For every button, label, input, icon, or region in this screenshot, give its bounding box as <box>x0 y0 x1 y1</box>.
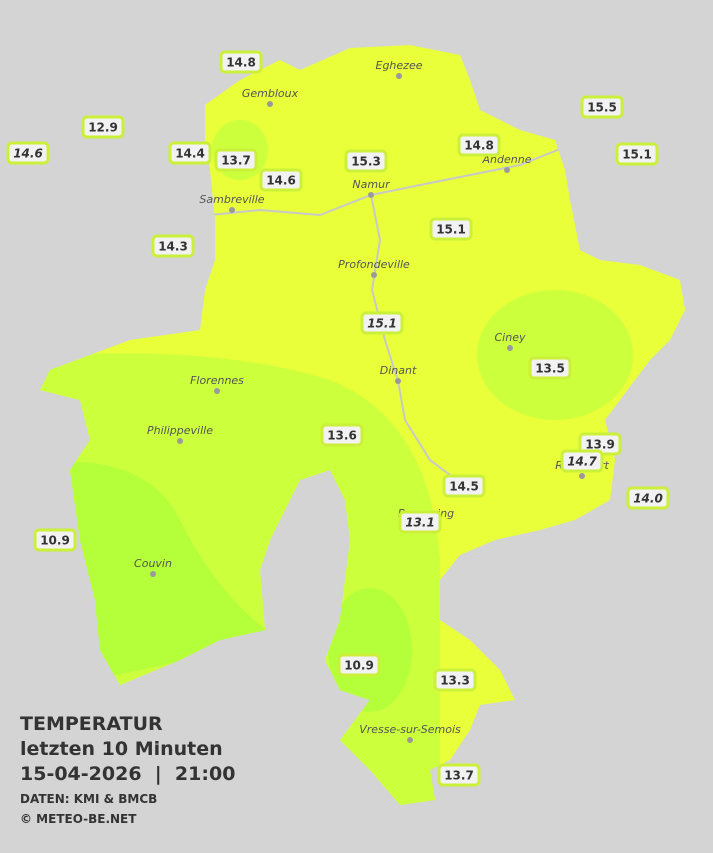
station-value: 15.1 <box>622 148 652 162</box>
station-value: 10.9 <box>344 659 374 673</box>
station-value: 14.8 <box>464 139 494 153</box>
city-dot <box>371 272 377 278</box>
station-value: 13.3 <box>440 674 470 688</box>
city-label: Couvin <box>134 557 172 570</box>
city-dot <box>407 737 413 743</box>
station-box <box>219 50 263 74</box>
subtitle: letzten 10 Minuten <box>20 738 223 760</box>
station-box <box>580 95 624 119</box>
city-dot <box>267 101 273 107</box>
station-value: 15.1 <box>436 223 466 237</box>
city-label: Gembloux <box>242 87 299 100</box>
station-box <box>259 168 303 192</box>
station-box <box>433 668 477 692</box>
station-box <box>33 528 77 552</box>
station-box <box>168 141 212 165</box>
city-dot <box>177 438 183 444</box>
station-value: 13.9 <box>585 438 615 452</box>
city-label: Vresse-sur-Semois <box>359 723 461 736</box>
station-value: 15.1 <box>367 317 397 331</box>
city-dot <box>150 571 156 577</box>
station-box <box>615 142 659 166</box>
station-value: 13.1 <box>405 516 435 530</box>
station-value: 14.7 <box>567 455 597 469</box>
city-label: Profondeville <box>338 258 410 271</box>
city-dot <box>395 378 401 384</box>
station-box <box>320 423 364 447</box>
station-box <box>398 510 442 534</box>
station-box <box>151 234 195 258</box>
station-box <box>6 141 50 165</box>
title: TEMPERATUR <box>20 713 163 735</box>
station-box <box>457 133 501 157</box>
city-dot <box>579 473 585 479</box>
station-box <box>437 763 481 787</box>
city-label: Eghezee <box>376 59 423 72</box>
city-label: Namur <box>352 178 391 191</box>
station-box <box>429 217 473 241</box>
station-value: 12.9 <box>88 121 118 135</box>
station-value: 13.7 <box>444 769 474 783</box>
station-value: 14.6 <box>13 147 43 161</box>
city-dot <box>507 345 513 351</box>
city-dot <box>504 167 510 173</box>
station-box <box>560 449 604 473</box>
city-label: Florennes <box>190 374 244 387</box>
city-label: Philippeville <box>147 424 213 437</box>
station-value: 13.6 <box>327 429 357 443</box>
station-value: 14.4 <box>175 147 205 161</box>
station-value: 13.7 <box>221 154 251 168</box>
city-dot <box>214 388 220 394</box>
source: DATEN: KMI & BMCB <box>20 792 157 806</box>
datetime: 15-04-2026 | 21:00 <box>20 763 235 785</box>
station-box <box>626 486 670 510</box>
station-box <box>344 149 388 173</box>
station-value: 15.3 <box>351 155 381 169</box>
station-box <box>81 115 125 139</box>
city-dot <box>368 192 374 198</box>
city-dot <box>396 73 402 79</box>
city-label: Ciney <box>495 331 526 344</box>
station-value: 13.5 <box>535 362 565 376</box>
station-value: 14.8 <box>226 56 256 70</box>
station-value: 14.0 <box>633 492 663 506</box>
station-box <box>337 653 381 677</box>
station-box <box>528 356 572 380</box>
city-label: Sambreville <box>199 193 264 206</box>
station-value: 14.5 <box>449 480 479 494</box>
station-value: 10.9 <box>40 534 70 548</box>
station-box <box>442 474 486 498</box>
station-value: 14.3 <box>158 240 188 254</box>
city-dot <box>229 207 235 213</box>
station-box <box>360 311 404 335</box>
copyright: © METEO-BE.NET <box>20 812 137 826</box>
station-value: 14.6 <box>266 174 296 188</box>
station-box <box>214 148 258 172</box>
city-label: Dinant <box>380 364 417 377</box>
station-value: 15.5 <box>587 101 617 115</box>
